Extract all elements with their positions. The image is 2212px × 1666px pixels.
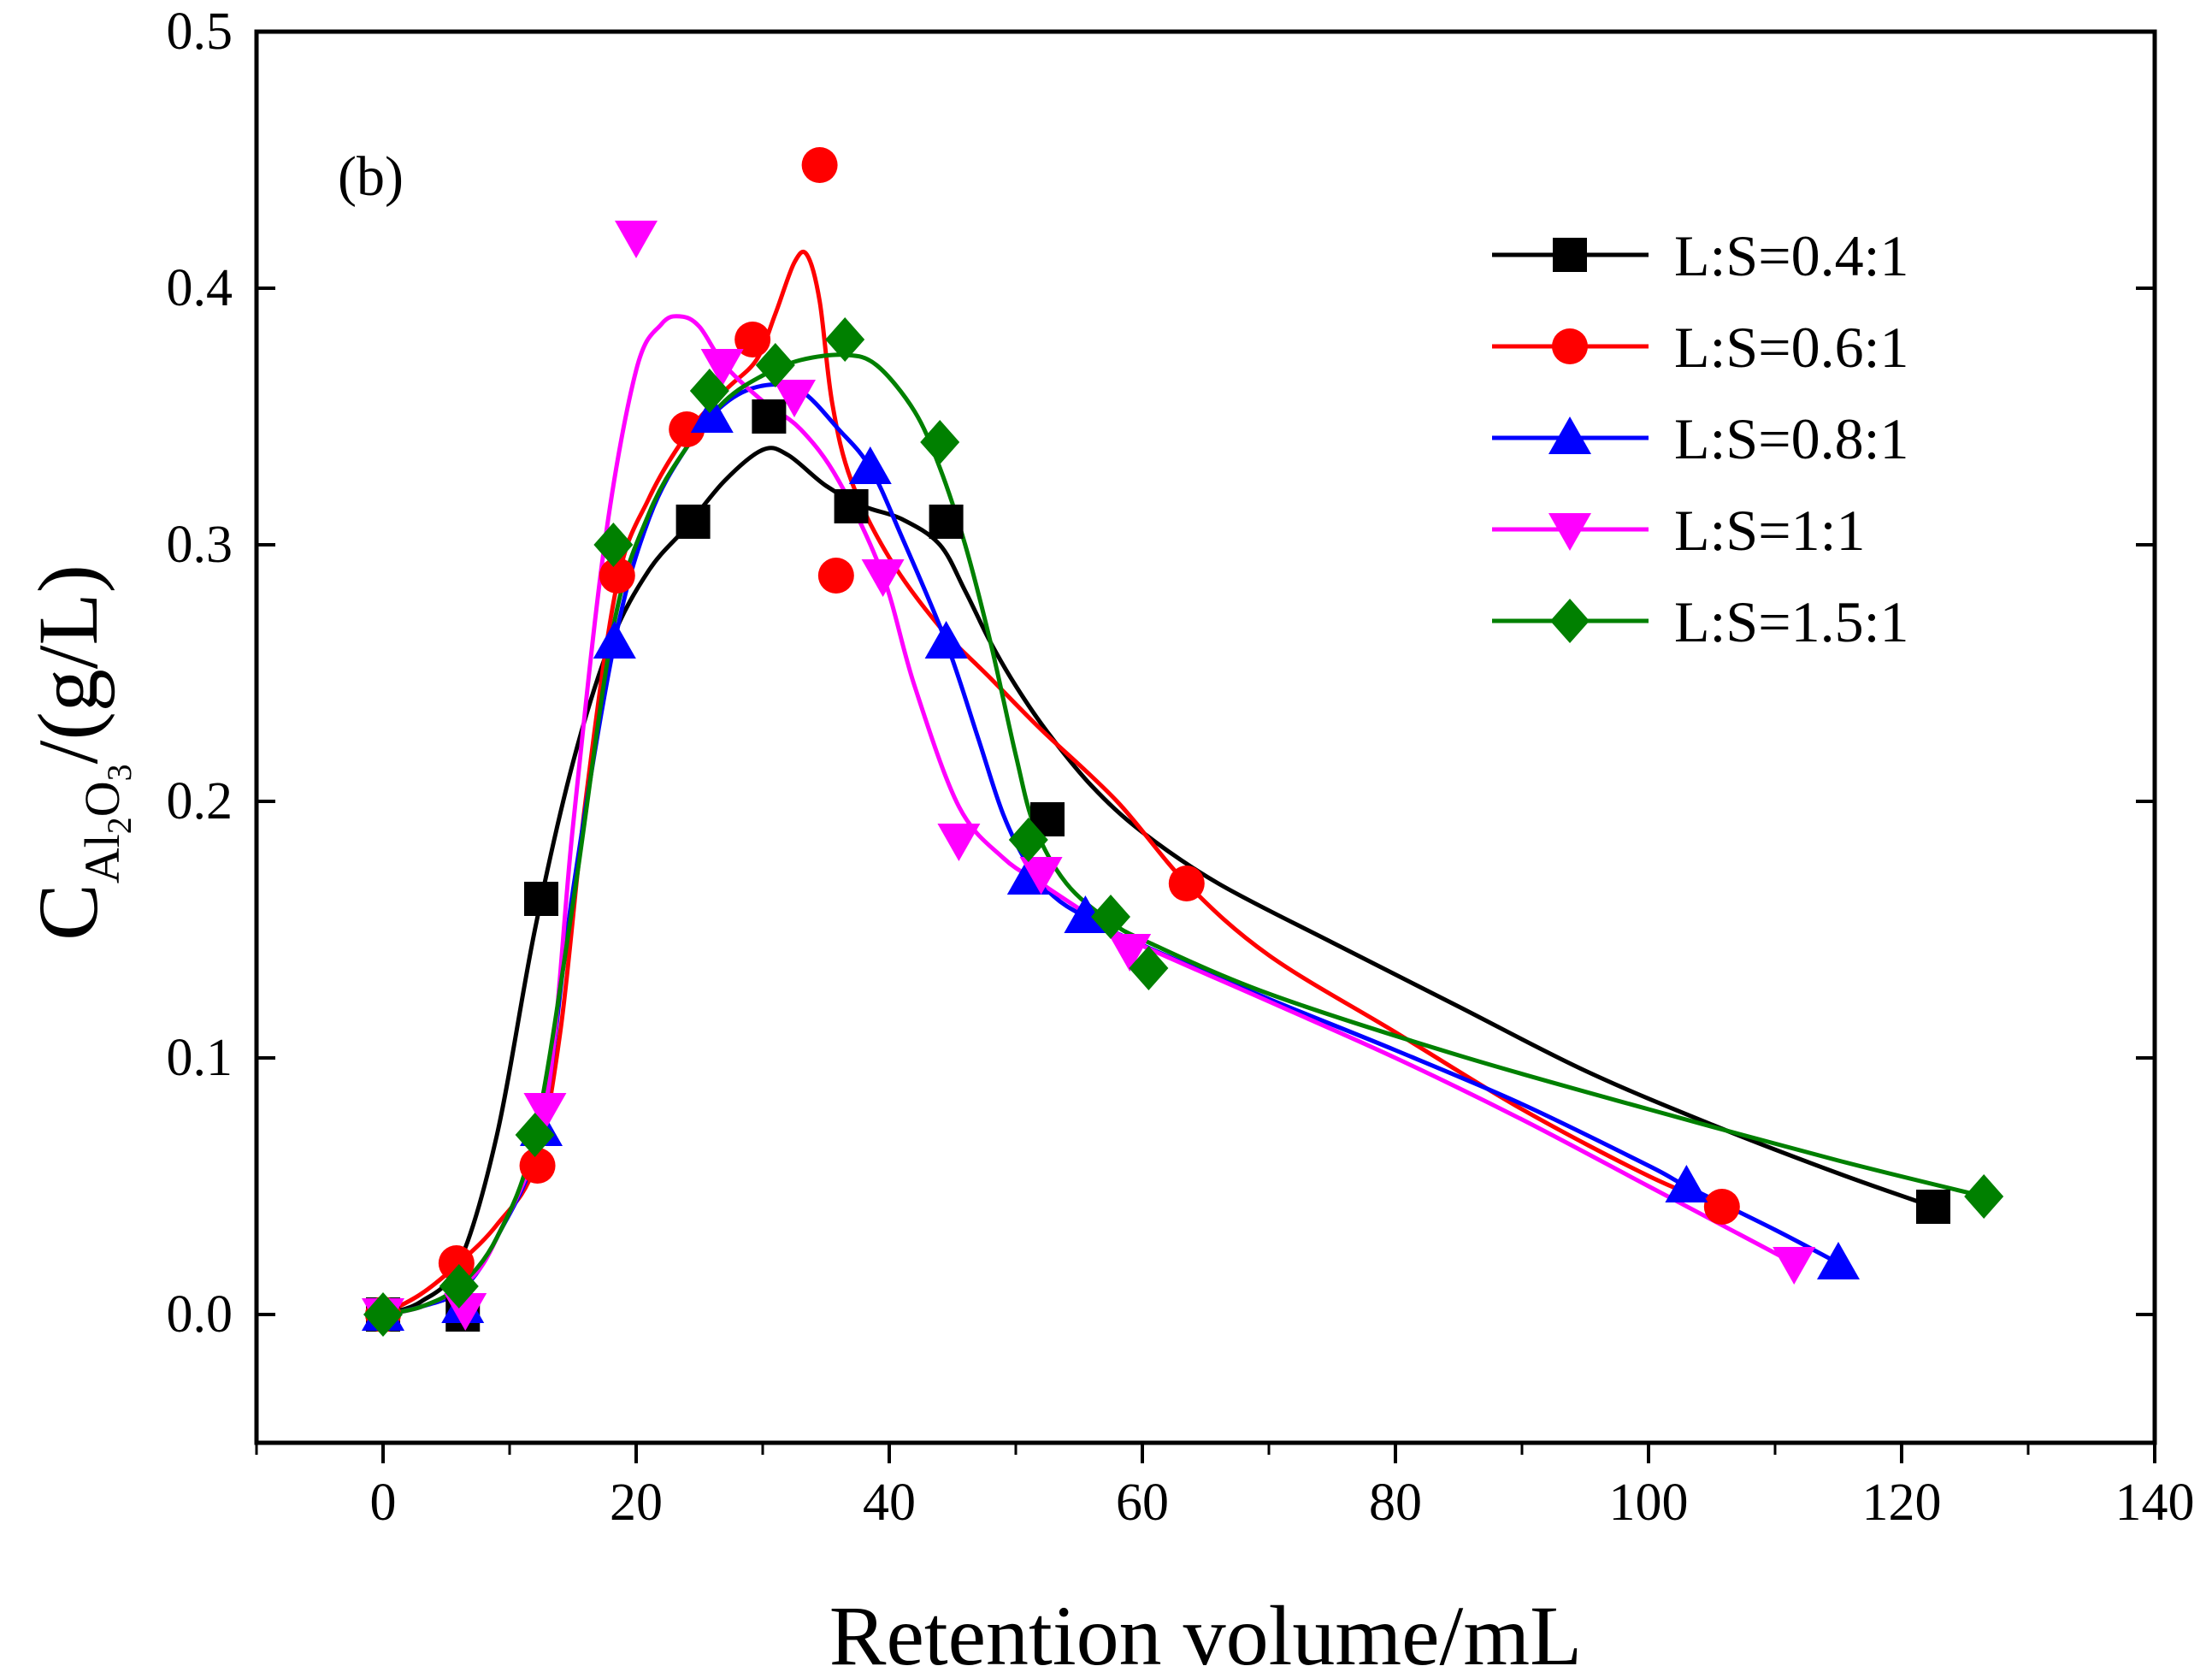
series-line-4 [382, 314, 1796, 1317]
legend-marker-4 [1548, 513, 1591, 551]
legend-label-4: L:S=1:1 [1674, 498, 1866, 563]
data-point-series-3 [1064, 895, 1107, 933]
y-axis-title-sub-al: Al [74, 834, 130, 883]
y-axis-title-sub-2: 2 [100, 817, 139, 834]
x-axis-title: Retention volume/mL [829, 1588, 1582, 1666]
data-point-series-4 [1773, 1247, 1816, 1285]
data-point-series-2 [599, 558, 635, 594]
data-point-series-2 [669, 411, 705, 447]
y-axis-title-main: C [21, 883, 115, 941]
legend-label-5: L:S=1.5:1 [1674, 589, 1909, 654]
data-point-series-5 [689, 369, 729, 413]
y-tick-label: 0.3 [167, 516, 233, 574]
data-point-series-3 [1817, 1242, 1860, 1279]
data-point-series-3 [593, 621, 636, 659]
legend: L:S=0.4:1 L:S=0.6:1 L:S=0.8:1 L:S=1:1 L:S=1.… [1492, 223, 1909, 654]
legend-label-3: L:S=0.8:1 [1674, 406, 1909, 471]
svg-text:CAl2O3/(g/L): CAl2O3/(g/L) [21, 564, 139, 941]
data-point-series-3 [848, 446, 892, 484]
data-point-series-5 [1008, 818, 1048, 862]
data-point-series-3 [924, 621, 968, 659]
data-point-series-5 [755, 343, 795, 387]
data-point-series-4 [937, 824, 981, 861]
data-point-series-5 [1964, 1174, 2004, 1219]
x-tick-label: 100 [1609, 1474, 1689, 1532]
series-markers [362, 147, 2004, 1337]
axis-ticks [255, 30, 2156, 1463]
data-point-series-4 [1108, 934, 1152, 972]
data-point-series-5 [1129, 946, 1169, 990]
data-point-series-2 [734, 322, 771, 357]
y-tick-label: 0.2 [167, 772, 233, 830]
data-point-series-1 [834, 489, 869, 523]
data-point-series-5 [515, 1113, 555, 1157]
data-point-series-4 [523, 1093, 567, 1131]
data-point-series-3 [690, 395, 734, 433]
data-point-series-1 [1916, 1190, 1950, 1224]
x-tick-labels: 0 20 40 60 80 100 120 140 [370, 1474, 2195, 1532]
data-point-series-4 [615, 221, 658, 258]
data-point-series-2 [1703, 1189, 1740, 1225]
data-point-series-1 [524, 882, 558, 916]
data-point-series-5 [593, 523, 634, 567]
y-tick-label: 0.4 [167, 259, 233, 317]
series-line-3 [382, 382, 1840, 1317]
data-point-series-1 [675, 505, 711, 539]
data-point-series-4 [1019, 857, 1063, 895]
y-tick-label: 0.1 [167, 1029, 233, 1087]
series-line-5 [382, 352, 1985, 1317]
y-tick-label: 0.5 [167, 3, 233, 61]
y-axis-title: CAl2O3/(g/L) [21, 564, 139, 941]
data-point-series-4 [700, 349, 744, 387]
panel-label: (b) [338, 145, 404, 208]
x-tick-label: 40 [863, 1474, 916, 1532]
data-point-series-3 [1665, 1165, 1708, 1202]
legend-marker-2 [1552, 328, 1588, 364]
y-tick-label: 0.0 [167, 1285, 233, 1344]
data-point-series-2 [817, 558, 854, 594]
data-point-series-4 [861, 559, 905, 597]
data-point-series-4 [773, 380, 816, 417]
data-point-series-1 [752, 399, 787, 434]
legend-marker-5 [1550, 599, 1590, 643]
data-point-series-2 [1168, 865, 1205, 901]
data-point-series-1 [929, 505, 964, 539]
x-tick-label: 140 [2115, 1474, 2195, 1532]
x-tick-label: 80 [1369, 1474, 1422, 1532]
data-point-series-5 [920, 420, 960, 464]
legend-marker-3 [1548, 416, 1591, 454]
x-tick-label: 60 [1116, 1474, 1169, 1532]
y-axis-title-unit: /(g/L) [21, 564, 115, 764]
y-axis-title-sub-3: 3 [100, 764, 139, 781]
legend-label-2: L:S=0.6:1 [1674, 315, 1909, 380]
legend-marker-1 [1553, 238, 1587, 272]
x-tick-label: 120 [1862, 1474, 1942, 1532]
x-tick-label: 0 [370, 1474, 397, 1532]
plot-frame [254, 29, 2157, 1445]
data-point-series-5 [1091, 895, 1130, 939]
series-line-2 [381, 250, 1723, 1317]
data-point-series-5 [363, 1292, 403, 1337]
data-point-series-2 [519, 1148, 556, 1184]
y-axis-title-sub-o: O [74, 781, 130, 817]
data-point-series-5 [825, 317, 865, 362]
data-point-series-2 [801, 147, 838, 183]
y-tick-labels: 0.0 0.1 0.2 0.3 0.4 0.5 [167, 3, 233, 1344]
data-point-series-5 [439, 1264, 479, 1309]
x-tick-label: 20 [610, 1474, 663, 1532]
legend-label-1: L:S=0.4:1 [1674, 223, 1909, 288]
